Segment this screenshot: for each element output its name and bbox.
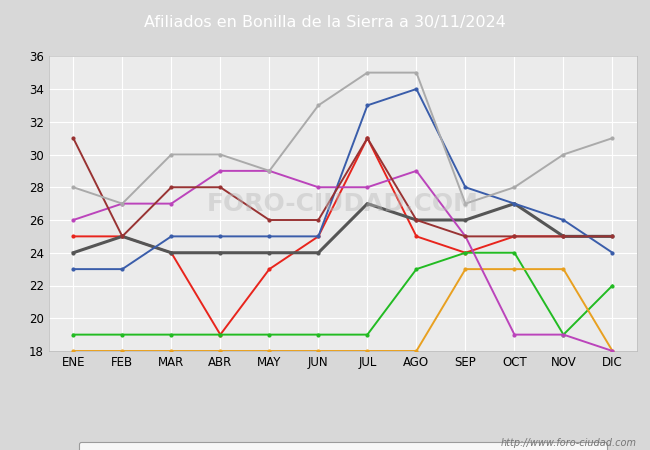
- Legend: 2024, 2023, 2022, 2021, 2020, 2019, 2018, 2017: 2024, 2023, 2022, 2021, 2020, 2019, 2018…: [79, 442, 607, 450]
- Text: Afiliados en Bonilla de la Sierra a 30/11/2024: Afiliados en Bonilla de la Sierra a 30/1…: [144, 15, 506, 30]
- Text: FORO-CIUDAD.COM: FORO-CIUDAD.COM: [207, 192, 479, 216]
- Text: http://www.foro-ciudad.com: http://www.foro-ciudad.com: [501, 438, 637, 448]
